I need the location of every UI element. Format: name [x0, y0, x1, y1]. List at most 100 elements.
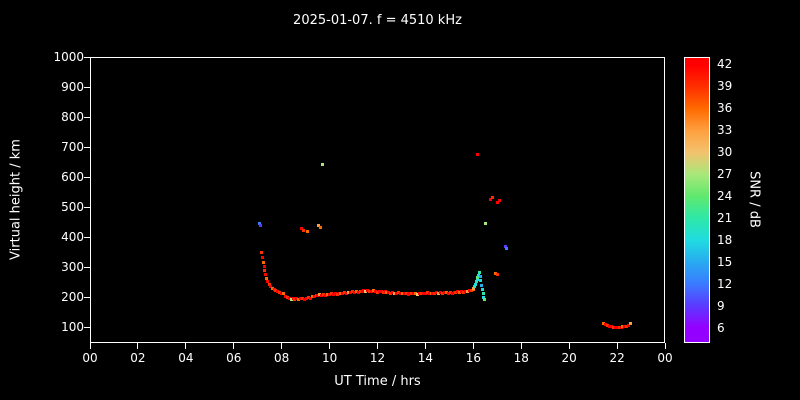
data-point	[425, 291, 429, 295]
data-point	[442, 290, 446, 294]
data-point	[266, 279, 270, 283]
data-point	[433, 292, 437, 296]
data-point	[454, 291, 458, 295]
data-point	[370, 290, 374, 294]
data-point	[362, 289, 366, 293]
data-point	[621, 325, 625, 329]
data-point	[324, 293, 328, 297]
x-tick-label: 12	[369, 351, 386, 365]
data-point	[404, 292, 408, 296]
x-tick-label: 10	[321, 351, 338, 365]
data-point	[435, 291, 439, 295]
data-point	[504, 247, 508, 251]
data-point	[343, 290, 347, 294]
data-point	[412, 291, 416, 295]
y-tick-label: 400	[61, 230, 84, 245]
data-point	[318, 293, 322, 297]
data-point	[446, 291, 450, 295]
data-point	[419, 292, 423, 296]
y-tick-label: 800	[61, 110, 84, 125]
data-point	[352, 290, 356, 294]
data-point	[275, 290, 279, 293]
data-point	[473, 285, 477, 289]
x-tick-mark	[137, 343, 139, 349]
data-point	[299, 296, 303, 300]
x-tick-label: 20	[561, 351, 577, 365]
data-point	[476, 273, 480, 277]
y-axis-label: Virtual height / km	[8, 139, 24, 260]
data-point	[264, 273, 268, 277]
y-tick-mark	[84, 146, 90, 148]
y-tick-label: 600	[61, 170, 84, 185]
data-point	[349, 291, 352, 295]
data-point	[375, 290, 379, 294]
data-point	[354, 290, 358, 293]
colorbar-tick-label: 33	[717, 123, 733, 138]
x-tick-label: 08	[274, 351, 290, 365]
x-tick-label: 00	[657, 351, 673, 365]
colorbar-tick-label: 9	[717, 299, 725, 314]
data-point	[364, 290, 368, 293]
data-point	[503, 245, 507, 248]
colorbar-tick-label: 18	[717, 233, 733, 248]
data-point	[312, 294, 316, 298]
plot-area	[90, 57, 665, 343]
data-point	[303, 297, 306, 301]
x-tick-label: 14	[417, 351, 434, 365]
data-point	[400, 292, 404, 296]
y-tick-mark	[84, 326, 90, 328]
data-point	[613, 326, 617, 329]
data-point	[396, 291, 400, 295]
x-tick-label: 02	[130, 351, 146, 365]
data-point	[347, 290, 351, 294]
x-tick-mark	[89, 343, 91, 349]
y-tick-mark	[84, 236, 90, 238]
data-point	[458, 290, 462, 294]
y-tick-label: 100	[61, 320, 84, 335]
data-point	[476, 275, 480, 279]
data-point	[326, 292, 329, 296]
x-tick-label: 22	[609, 351, 625, 365]
data-point	[314, 293, 318, 297]
data-point	[265, 277, 269, 281]
x-tick-mark	[664, 343, 666, 349]
data-point	[293, 297, 297, 301]
data-point	[475, 278, 479, 281]
data-point	[615, 326, 619, 329]
data-point	[289, 297, 293, 301]
data-point	[608, 324, 611, 328]
data-point	[427, 291, 431, 295]
data-point	[385, 290, 389, 294]
x-tick-label: 04	[178, 351, 194, 365]
data-point	[257, 221, 261, 225]
y-tick-mark	[84, 266, 90, 268]
data-point	[602, 321, 606, 325]
y-tick-mark	[84, 86, 90, 88]
data-point	[439, 290, 443, 294]
data-point	[452, 290, 456, 294]
data-point	[441, 291, 444, 295]
x-tick-label: 06	[226, 351, 242, 365]
x-tick-mark	[616, 343, 618, 349]
data-point	[490, 196, 494, 200]
data-point	[477, 271, 481, 275]
data-point	[269, 284, 273, 288]
data-point	[429, 292, 433, 296]
data-point	[304, 296, 308, 300]
colorbar-tick-label: 27	[717, 167, 733, 182]
data-point	[606, 324, 609, 328]
data-point	[263, 269, 267, 273]
data-point	[379, 290, 383, 294]
data-point	[437, 291, 441, 295]
data-point	[270, 286, 274, 290]
data-point	[345, 291, 349, 295]
colorbar-tick-label: 30	[717, 145, 733, 160]
data-point	[381, 290, 385, 294]
data-point	[262, 265, 266, 269]
data-point	[462, 290, 466, 294]
chart-title: 2025-01-07. f = 4510 kHz	[293, 13, 462, 28]
data-point	[625, 324, 629, 328]
y-tick-mark	[84, 56, 90, 58]
data-point	[494, 271, 498, 275]
